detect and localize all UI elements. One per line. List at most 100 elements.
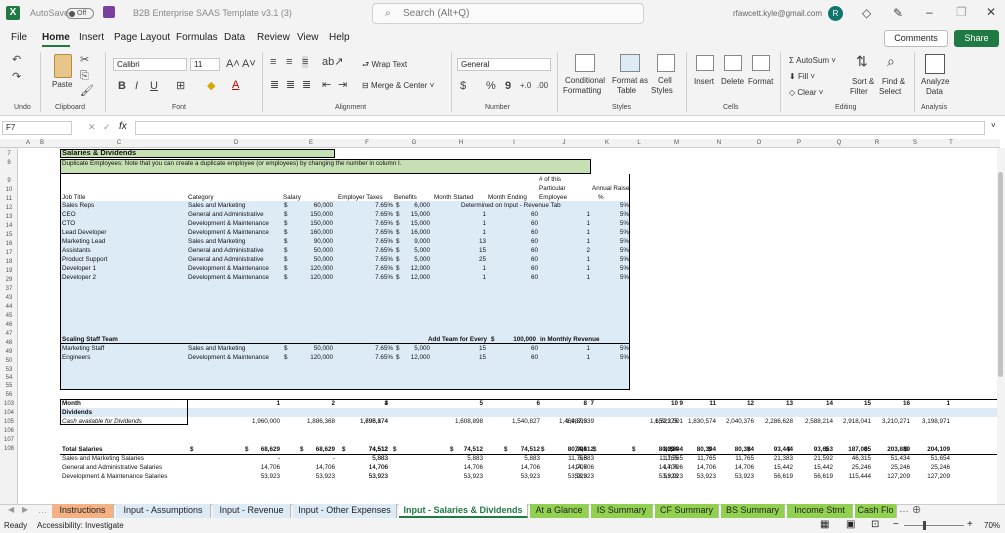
row-header-19[interactable]: 19 <box>5 268 13 274</box>
wrap-text-button[interactable]: ⮐ Wrap Text <box>362 60 408 69</box>
share-button[interactable]: Share <box>954 30 999 47</box>
align-right-icon[interactable]: ≣ <box>302 79 312 91</box>
employee-month-start[interactable]: 15 <box>478 247 486 254</box>
sheet-tab-9[interactable]: Income Stmt <box>787 504 853 518</box>
align-top-icon[interactable]: ≡ <box>270 56 277 68</box>
row-header-15[interactable]: 15 <box>5 232 13 238</box>
column-header-s[interactable]: S <box>912 140 917 146</box>
align-left-icon[interactable]: ≣ <box>270 79 280 91</box>
fill-button[interactable]: ⬇ Fill ˅ <box>789 72 816 81</box>
row-header-103[interactable]: 103 <box>3 401 14 407</box>
cut-icon[interactable]: ✂ <box>80 54 90 66</box>
row-header-17[interactable]: 17 <box>5 250 13 256</box>
zoom-in-icon[interactable]: + <box>967 519 973 530</box>
row-header-11[interactable]: 11 <box>5 196 13 202</box>
expand-formula-icon[interactable]: ˅ <box>991 121 996 130</box>
employee-start-note[interactable]: Determined on Input - Revenue Tab <box>461 202 561 209</box>
formula-input[interactable] <box>135 121 985 135</box>
row-header-107[interactable]: 107 <box>3 437 14 443</box>
employee-raise[interactable]: 5% <box>619 274 629 281</box>
row-header-106[interactable]: 106 <box>3 428 14 434</box>
employee-count[interactable]: 1 <box>586 345 590 352</box>
find-select-icon[interactable]: ⌕ <box>887 53 895 69</box>
employee-count[interactable]: 1 <box>586 220 590 227</box>
menu-file[interactable]: File <box>11 32 28 43</box>
employee-category[interactable]: Sales and Marketing <box>188 238 246 245</box>
conditional-formatting-icon[interactable] <box>575 54 595 72</box>
format-table-label2[interactable]: Table <box>617 86 637 95</box>
page-layout-view-icon[interactable]: ▣ <box>846 519 856 530</box>
bold-icon[interactable]: B <box>118 80 126 92</box>
employee-title[interactable]: Marketing Lead <box>62 238 106 245</box>
employee-salary[interactable]: 60,000 <box>313 202 333 209</box>
user-email[interactable]: rfawcett.kyle@gmail.com <box>733 9 823 18</box>
worksheet-grid[interactable]: Salaries & Dividends Duplicate Employees:… <box>18 148 997 504</box>
employee-title[interactable]: Marketing Staff <box>62 345 105 352</box>
employee-tax[interactable]: 7.65% <box>375 220 393 227</box>
sheet-tab-7[interactable]: CF Summary <box>655 504 719 518</box>
column-header-m[interactable]: M <box>674 140 679 146</box>
menu-help[interactable]: Help <box>329 32 350 43</box>
employee-tax[interactable]: 7.65% <box>375 211 393 218</box>
row-header-48[interactable]: 48 <box>5 340 13 346</box>
employee-benefits[interactable]: 15,000 <box>410 211 430 218</box>
pen-icon[interactable]: ✎ <box>893 6 904 20</box>
align-center-icon[interactable]: ≣ <box>286 79 296 91</box>
analyze-data-icon[interactable] <box>925 54 945 74</box>
tabs-more-icon[interactable]: … <box>899 504 909 515</box>
percent-icon[interactable]: % <box>486 80 496 92</box>
format-cells-icon[interactable] <box>752 55 770 71</box>
table-icon[interactable] <box>620 54 640 72</box>
format-cells-label[interactable]: Format <box>748 77 774 86</box>
restore-icon[interactable]: ❐ <box>956 5 967 19</box>
column-header-a[interactable]: A <box>25 140 30 146</box>
employee-count[interactable]: 2 <box>586 247 590 254</box>
column-header-q[interactable]: Q <box>836 140 842 146</box>
font-size-select[interactable]: 11 <box>190 58 220 71</box>
employee-month-start[interactable]: 1 <box>482 220 486 227</box>
orientation-icon[interactable]: ab↗ <box>322 56 344 68</box>
next-sheet-icon[interactable]: ▶ <box>22 505 29 514</box>
column-header-e[interactable]: E <box>308 140 313 146</box>
shrink-font-icon[interactable]: A˅ <box>242 58 256 70</box>
employee-month-end[interactable]: 60 <box>530 211 538 218</box>
employee-tax[interactable]: 7.65% <box>375 247 393 254</box>
column-header-n[interactable]: N <box>716 140 722 146</box>
font-color-icon[interactable]: A <box>232 79 240 91</box>
clear-button[interactable]: ◇ Clear ˅ <box>789 88 824 97</box>
zoom-slider[interactable] <box>904 525 964 526</box>
employee-benefits[interactable]: 16,000 <box>410 229 430 236</box>
employee-title[interactable]: Developer 2 <box>62 274 96 281</box>
row-header-50[interactable]: 50 <box>5 358 13 364</box>
employee-salary[interactable]: 120,000 <box>310 354 333 361</box>
employee-count[interactable]: 1 <box>586 265 590 272</box>
employee-benefits[interactable]: 5,000 <box>414 247 430 254</box>
close-icon[interactable]: ✕ <box>986 5 997 19</box>
employee-raise[interactable]: 5% <box>619 247 629 254</box>
insert-function-icon[interactable]: fx <box>119 121 127 132</box>
employee-salary[interactable]: 120,000 <box>310 274 333 281</box>
name-box[interactable]: F7 <box>2 121 72 135</box>
row-header-12[interactable]: 12 <box>5 205 13 211</box>
row-header-53[interactable]: 53 <box>5 367 13 373</box>
accessibility-status[interactable]: Accessibility: Investigate <box>37 521 124 530</box>
row-header-29[interactable]: 29 <box>5 277 13 283</box>
column-header-b[interactable]: B <box>39 140 44 146</box>
redo-icon[interactable]: ↷ <box>12 71 22 83</box>
row-header-49[interactable]: 49 <box>5 349 13 355</box>
row-header-55[interactable]: 55 <box>5 383 13 389</box>
autosave-toggle[interactable]: Off <box>66 8 94 19</box>
borders-icon[interactable]: ⊞ <box>176 80 186 92</box>
analyze-data-label1[interactable]: Analyze <box>921 77 950 86</box>
employee-tax[interactable]: 7.65% <box>375 256 393 263</box>
employee-month-start[interactable]: 15 <box>478 354 486 361</box>
employee-benefits[interactable]: 15,000 <box>410 220 430 227</box>
column-header-g[interactable]: G <box>411 140 417 146</box>
sheet-tab-8[interactable]: BS Summary <box>721 504 785 518</box>
row-header-9[interactable]: 9 <box>7 178 11 184</box>
sheet-tab-1[interactable]: Input - Assumptions <box>116 504 211 518</box>
employee-count[interactable]: 1 <box>586 211 590 218</box>
sheet-tab-5[interactable]: At a Glance <box>530 504 589 518</box>
employee-month-end[interactable]: 60 <box>530 229 538 236</box>
cell-styles-icon[interactable] <box>657 54 675 72</box>
